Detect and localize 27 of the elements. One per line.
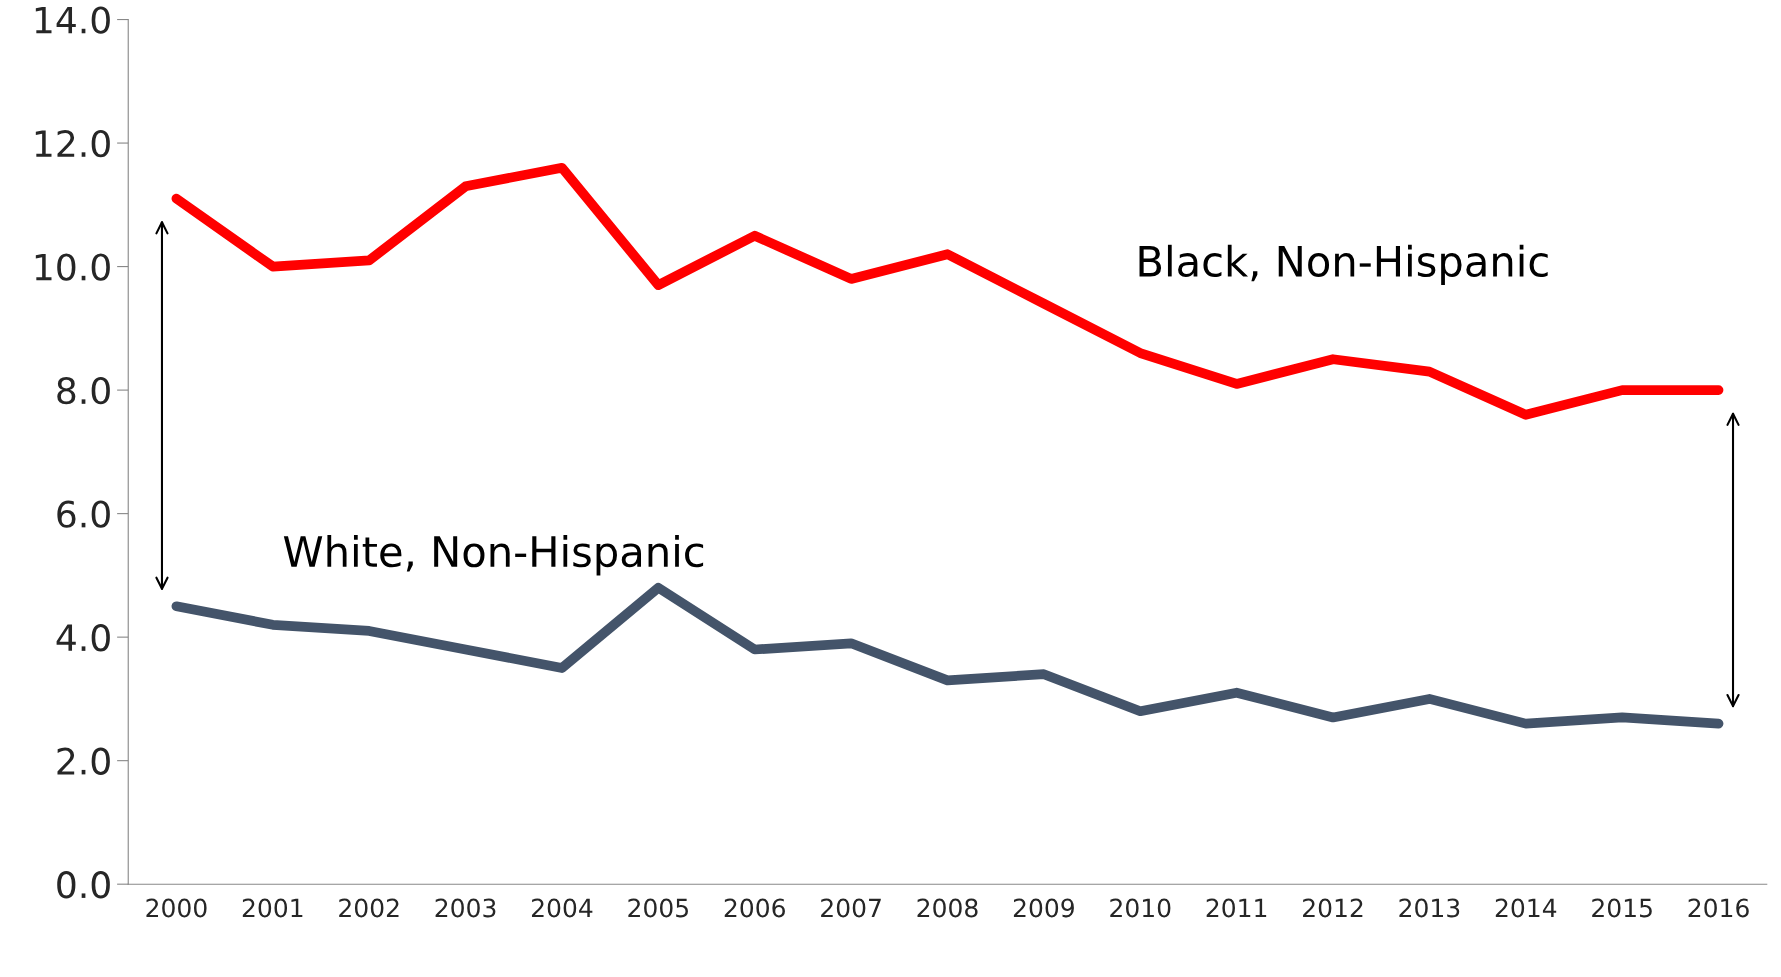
x-tick-label: 2010 [1110,898,1171,918]
y-tick-label: 10.0 [35,253,110,281]
x-tick-label: 2004 [531,898,593,918]
x-tick-label: 2005 [628,898,688,918]
x-tick-label: 2007 [821,898,881,918]
x-tick-label: 2014 [1495,898,1557,918]
x-tick-label: 2000 [146,898,207,918]
x-tick-label: 2003 [435,898,496,918]
x-tick-label: 2013 [1399,898,1460,918]
x-tick-label: 2012 [1303,898,1363,918]
x-tick-label: 2008 [917,898,978,918]
x-tick-label: 2016 [1688,898,1749,918]
x-tick-label: 2011 [1206,898,1267,918]
x-tick-label: 2001 [242,898,303,918]
y-tick-label: 12.0 [35,129,110,158]
series-label: Black, Non-Hispanic [1139,244,1548,286]
y-tick-label: 4.0 [56,624,110,652]
x-tick-label: 2015 [1592,898,1652,918]
y-tick-label: 14.0 [35,6,110,34]
x-tick-label: 2002 [339,898,399,918]
y-tick-label: 2.0 [57,747,110,775]
y-tick-label: 6.0 [57,500,110,528]
x-tick-label: 2006 [724,898,785,918]
series-label: White, Non-Hispanic [283,535,704,576]
y-tick-label: 8.0 [57,377,110,405]
y-tick-label: 0.0 [57,871,110,899]
x-tick-label: 2009 [1013,898,1074,918]
